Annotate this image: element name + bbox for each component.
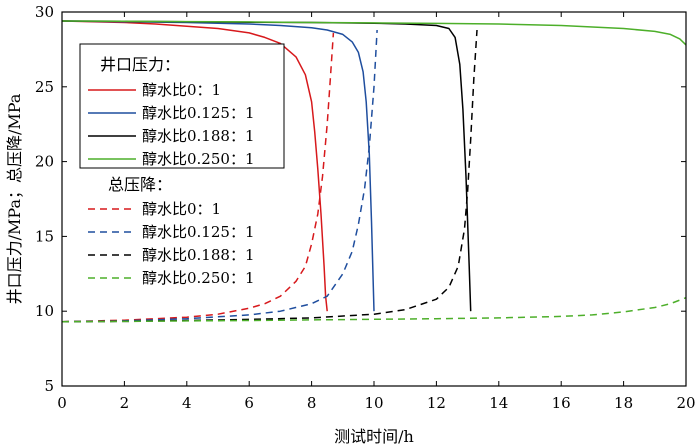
legend-entry-label: 醇水比0.250：1 <box>142 150 255 168</box>
legend-entry-label: 醇水比0：1 <box>142 81 221 99</box>
series-layer <box>61 20 687 323</box>
x-tick-label: 14 <box>489 394 508 412</box>
x-tick-label: 16 <box>552 394 571 412</box>
wellhead-pressure-line-3 <box>61 20 687 46</box>
x-tick-label: 10 <box>364 394 383 412</box>
legend-entry-label: 醇水比0.188：1 <box>142 246 255 264</box>
legend-entry-label: 醇水比0：1 <box>142 200 221 218</box>
y-tick-label: 10 <box>35 302 54 320</box>
y-axis-title: 井口压力/MPa；总压降/MPa <box>5 93 24 304</box>
legend-box <box>79 43 285 169</box>
legend: 井口压力： 醇水比0：1 醇水比0.125：1 醇水比0.188：1 醇水比0.250：… <box>79 43 285 287</box>
pressure-drop-line-5 <box>61 29 378 323</box>
wellhead-pressure-line-1 <box>61 20 375 312</box>
x-axis-title: 测试时间/h <box>334 427 414 446</box>
x-tick-label: 0 <box>57 394 67 412</box>
x-tick-label: 18 <box>614 394 633 412</box>
legend-heading: 总压降： <box>108 175 172 194</box>
ticks-layer: 0 2 4 6 8 10 12 14 16 18 20 5 10 15 20 25 30 <box>35 3 696 412</box>
y-tick-label: 30 <box>35 3 54 21</box>
pressure-drop-line-7 <box>61 297 687 323</box>
y-tick-label: 25 <box>35 78 54 96</box>
legend-entry-label: 醇水比0.125：1 <box>142 223 255 241</box>
x-tick-label: 12 <box>427 394 446 412</box>
x-tick-label: 20 <box>676 394 695 412</box>
legend-entry-label: 醇水比0.125：1 <box>142 104 255 122</box>
y-tick-label: 20 <box>35 153 54 171</box>
legend-entry-label: 醇水比0.250：1 <box>142 269 255 287</box>
wellhead-pressure-line-0 <box>61 20 328 312</box>
x-tick-label: 6 <box>244 394 254 412</box>
y-tick-label: 5 <box>44 377 54 395</box>
x-tick-label: 2 <box>120 394 130 412</box>
pressure-drop-line-4 <box>61 32 335 323</box>
legend-heading: 井口压力： <box>100 55 180 74</box>
x-tick-label: 4 <box>182 394 192 412</box>
legend-entry-label: 醇水比0.188：1 <box>142 127 255 145</box>
x-tick-label: 8 <box>307 394 317 412</box>
y-tick-label: 15 <box>35 227 54 245</box>
